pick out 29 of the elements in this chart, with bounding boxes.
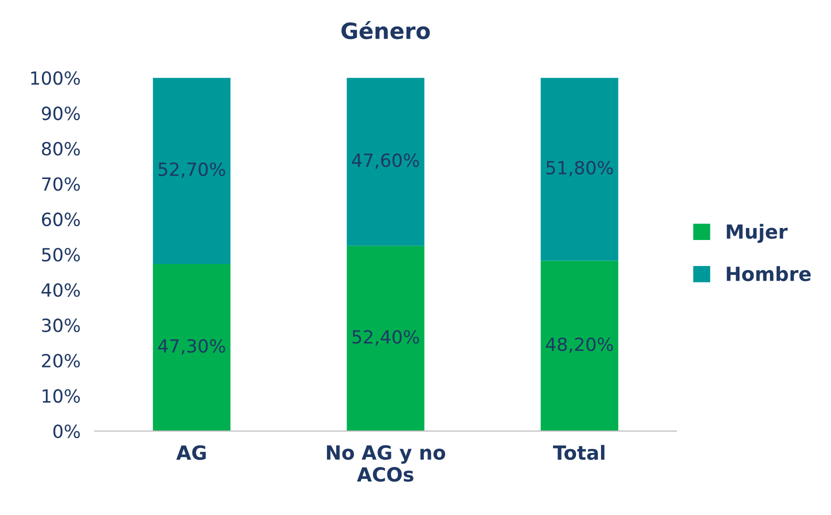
y-tick-label: 80% bbox=[42, 142, 80, 156]
y-tick-label: 50% bbox=[42, 248, 80, 262]
bar bbox=[346, 78, 424, 246]
data-label: 52,40% bbox=[352, 330, 420, 346]
bar bbox=[152, 78, 230, 264]
data-label: 52,70% bbox=[158, 162, 226, 178]
y-tick-label: 40% bbox=[42, 283, 80, 297]
data-label: 51,80% bbox=[546, 160, 613, 176]
y-tick-label: 100% bbox=[31, 71, 80, 85]
legend-label: Hombre bbox=[726, 266, 811, 282]
y-tick-label: 30% bbox=[42, 318, 80, 332]
x-tick-label: No AG y no ACOs bbox=[326, 445, 446, 482]
data-label: 47,60% bbox=[352, 153, 420, 169]
y-tick-label: 20% bbox=[42, 354, 80, 368]
y-tick-label: 90% bbox=[42, 106, 80, 120]
y-tick-label: 10% bbox=[42, 389, 80, 403]
bar bbox=[540, 260, 618, 432]
chart-title: Género bbox=[341, 21, 430, 40]
bar bbox=[540, 78, 618, 261]
data-label: 48,20% bbox=[546, 337, 613, 353]
bar bbox=[346, 246, 424, 432]
y-tick-label: 60% bbox=[42, 212, 80, 226]
y-tick-label: 70% bbox=[42, 177, 80, 191]
x-tick-label: AG bbox=[176, 445, 206, 460]
bar bbox=[152, 264, 230, 432]
y-tick-label: 0% bbox=[53, 424, 80, 438]
legend-label: Mujer bbox=[726, 224, 788, 243]
x-tick-label: Total bbox=[553, 444, 604, 460]
data-label: 47,30% bbox=[158, 339, 226, 355]
